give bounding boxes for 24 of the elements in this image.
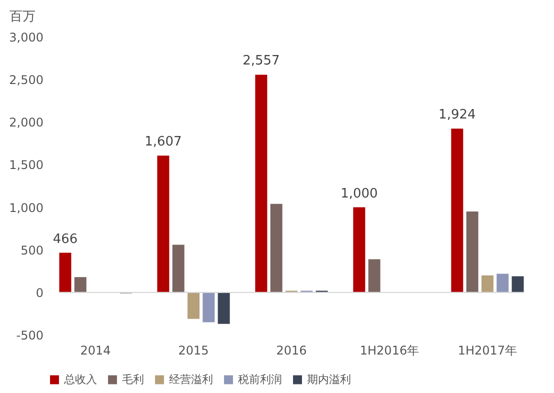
x-tick-label: 1H2016年 — [360, 344, 420, 358]
y-tick-label: 3,000 — [9, 30, 44, 44]
legend-label: 毛利 — [122, 372, 144, 386]
y-tick-label: 500 — [20, 243, 44, 258]
data-label: 1,000 — [340, 186, 378, 202]
data-label: 466 — [52, 232, 78, 247]
x-tick-label: 1H2017年 — [458, 344, 518, 358]
data-label: 1,924 — [438, 108, 476, 123]
y-axis-title: 百万 — [10, 10, 36, 24]
data-label: 2,557 — [242, 54, 280, 69]
legend-label: 期内溢利 — [307, 372, 351, 386]
y-tick-label: -500 — [16, 328, 44, 342]
legend-label: 经营溢利 — [169, 372, 213, 386]
legend-label: 总收入 — [63, 372, 97, 386]
y-tick-label: 1,000 — [9, 200, 44, 215]
x-tick-label: 2015 — [178, 344, 209, 358]
y-tick-label: 2,000 — [9, 116, 44, 130]
x-tick-label: 2016 — [276, 344, 307, 358]
y-tick-label: 2,500 — [9, 73, 44, 88]
y-tick-label: 1,500 — [9, 158, 44, 172]
legend-label: 税前利润 — [238, 372, 282, 386]
data-label: 1,607 — [144, 134, 182, 150]
y-tick-label: 0 — [36, 286, 44, 300]
x-tick-label: 2014 — [80, 344, 111, 358]
